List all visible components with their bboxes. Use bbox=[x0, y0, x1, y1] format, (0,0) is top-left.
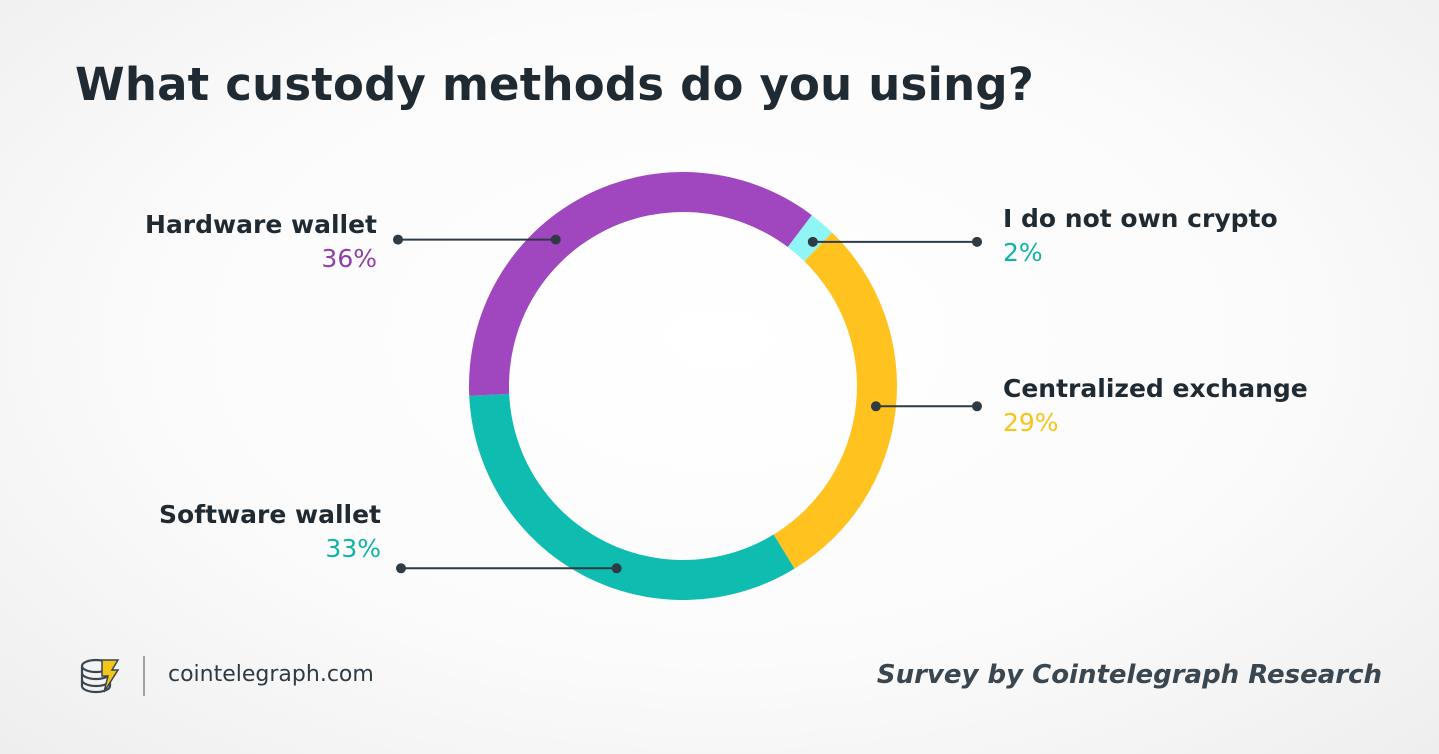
donut-slice-hardware-wallet bbox=[469, 171, 812, 396]
footer-credit: Survey by Cointelegraph Research bbox=[876, 660, 1382, 690]
label-percent: 2% bbox=[1003, 238, 1043, 267]
leader-dot-software-wallet-start bbox=[611, 563, 622, 574]
chart-title: What custody methods do you using? bbox=[75, 58, 1035, 111]
leader-dot-i-do-not-own-crypto-start bbox=[807, 236, 818, 247]
leader-dot-centralized-exchange-start bbox=[870, 401, 881, 412]
leader-dot-hardware-wallet-end bbox=[393, 234, 403, 245]
label-percent: 33% bbox=[325, 534, 381, 563]
label-name: Centralized exchange bbox=[1003, 374, 1308, 403]
leader-dot-centralized-exchange-end bbox=[972, 401, 982, 412]
donut-slice-software-wallet bbox=[469, 393, 795, 600]
label-name: Software wallet bbox=[159, 500, 381, 529]
label-percent: 29% bbox=[1003, 408, 1059, 437]
leader-dot-i-do-not-own-crypto-end bbox=[972, 236, 982, 247]
cointelegraph-coin-icon bbox=[80, 658, 120, 694]
label-percent: 36% bbox=[321, 244, 377, 273]
donut-slice-centralized-exchange bbox=[773, 232, 897, 569]
label-name: I do not own crypto bbox=[1003, 204, 1278, 233]
leader-dot-software-wallet-end bbox=[396, 563, 406, 574]
label-software-wallet: Software wallet 33% bbox=[159, 498, 381, 566]
footer-separator bbox=[143, 656, 145, 696]
label-no-crypto: I do not own crypto 2% bbox=[1003, 202, 1278, 270]
label-hardware-wallet: Hardware wallet 36% bbox=[145, 208, 377, 276]
footer-site-link[interactable]: cointelegraph.com bbox=[168, 662, 374, 687]
label-centralized-exchange: Centralized exchange 29% bbox=[1003, 372, 1308, 440]
label-name: Hardware wallet bbox=[145, 210, 377, 239]
leader-dot-hardware-wallet-start bbox=[550, 234, 561, 245]
